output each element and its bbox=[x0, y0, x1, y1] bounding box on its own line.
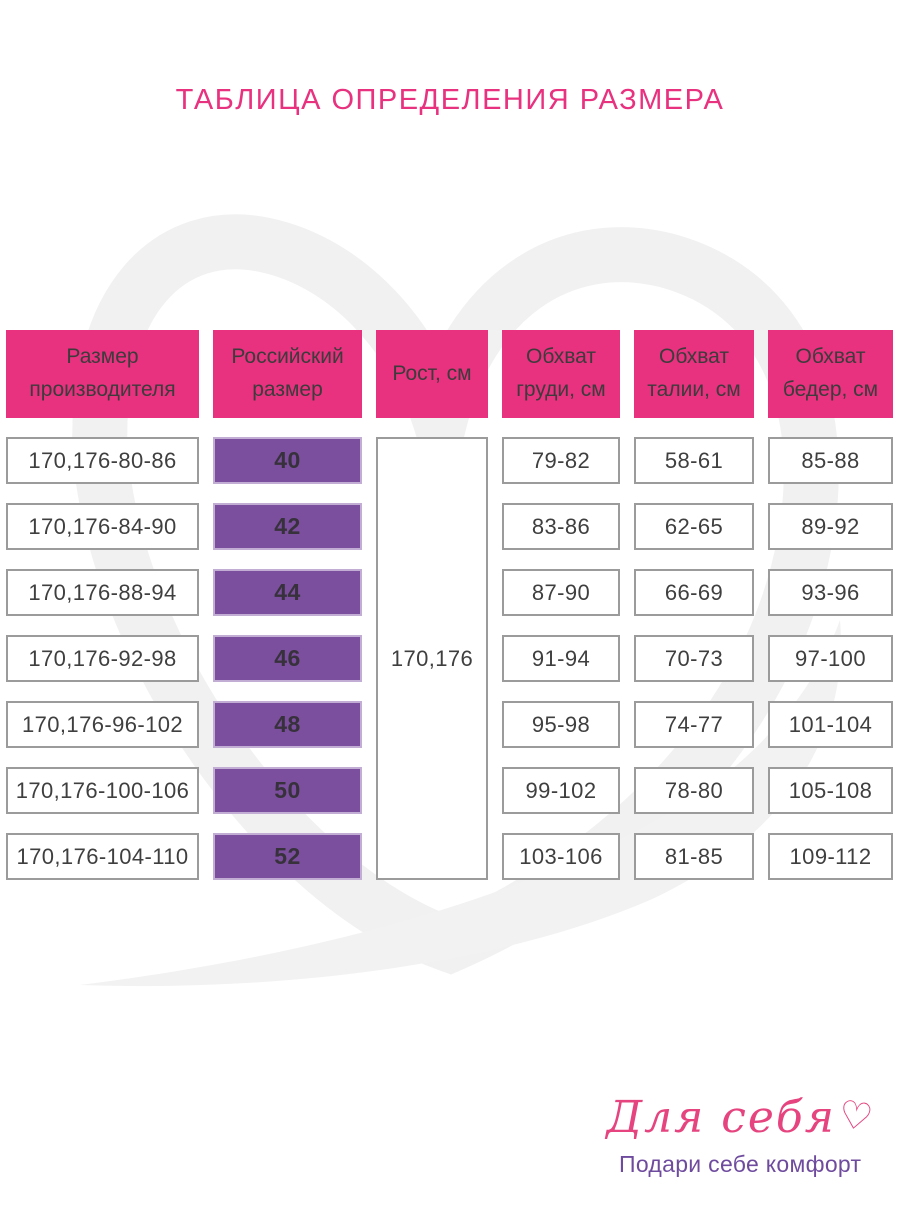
column-header-6: Обхват бедер, см bbox=[768, 330, 893, 418]
brand-logo: Для себя♡ Подари себе комфорт bbox=[606, 1091, 878, 1178]
brand-script-text: Для себя bbox=[606, 1092, 836, 1143]
chest-cell: 79-82 bbox=[502, 437, 620, 484]
hips-cell: 101-104 bbox=[768, 701, 893, 748]
chest-cell: 95-98 bbox=[502, 701, 620, 748]
waist-cell: 78-80 bbox=[634, 767, 754, 814]
waist-cell: 58-61 bbox=[634, 437, 754, 484]
brand-name: Для себя♡ bbox=[606, 1091, 878, 1143]
russian-size-cell: 42 bbox=[213, 503, 362, 550]
manufacturer-size-cell: 170,176-80-86 bbox=[6, 437, 199, 484]
hips-cell: 89-92 bbox=[768, 503, 893, 550]
russian-size-cell: 44 bbox=[213, 569, 362, 616]
russian-size-cell: 48 bbox=[213, 701, 362, 748]
chest-cell: 103-106 bbox=[502, 833, 620, 880]
hips-cell: 105-108 bbox=[768, 767, 893, 814]
column-header-1: Размер производителя bbox=[6, 330, 199, 418]
waist-cell: 81-85 bbox=[634, 833, 754, 880]
waist-cell: 62-65 bbox=[634, 503, 754, 550]
russian-size-cell: 46 bbox=[213, 635, 362, 682]
waist-cell: 70-73 bbox=[634, 635, 754, 682]
manufacturer-size-cell: 170,176-100-106 bbox=[6, 767, 199, 814]
russian-size-cell: 52 bbox=[213, 833, 362, 880]
hips-cell: 85-88 bbox=[768, 437, 893, 484]
hips-cell: 93-96 bbox=[768, 569, 893, 616]
manufacturer-size-cell: 170,176-84-90 bbox=[6, 503, 199, 550]
height-merged-cell: 170,176 bbox=[376, 437, 488, 880]
waist-cell: 66-69 bbox=[634, 569, 754, 616]
waist-cell: 74-77 bbox=[634, 701, 754, 748]
heart-icon: ♡ bbox=[834, 1091, 879, 1141]
page-title: ТАБЛИЦА ОПРЕДЕЛЕНИЯ РАЗМЕРА bbox=[175, 84, 725, 116]
manufacturer-size-cell: 170,176-92-98 bbox=[6, 635, 199, 682]
column-header-3: Рост, см bbox=[376, 330, 488, 418]
hips-cell: 97-100 bbox=[768, 635, 893, 682]
manufacturer-size-cell: 170,176-104-110 bbox=[6, 833, 199, 880]
chest-cell: 87-90 bbox=[502, 569, 620, 616]
column-header-2: Российский размер bbox=[213, 330, 362, 418]
manufacturer-size-cell: 170,176-96-102 bbox=[6, 701, 199, 748]
russian-size-cell: 40 bbox=[213, 437, 362, 484]
chest-cell: 99-102 bbox=[502, 767, 620, 814]
chest-cell: 91-94 bbox=[502, 635, 620, 682]
hips-cell: 109-112 bbox=[768, 833, 893, 880]
column-header-4: Обхват груди, см bbox=[502, 330, 620, 418]
manufacturer-size-cell: 170,176-88-94 bbox=[6, 569, 199, 616]
chest-cell: 83-86 bbox=[502, 503, 620, 550]
russian-size-cell: 50 bbox=[213, 767, 362, 814]
brand-tagline: Подари себе комфорт bbox=[618, 1151, 862, 1177]
size-table: 170,176 Размер производителя Российский р… bbox=[6, 330, 893, 880]
column-header-5: Обхват талии, см bbox=[634, 330, 754, 418]
